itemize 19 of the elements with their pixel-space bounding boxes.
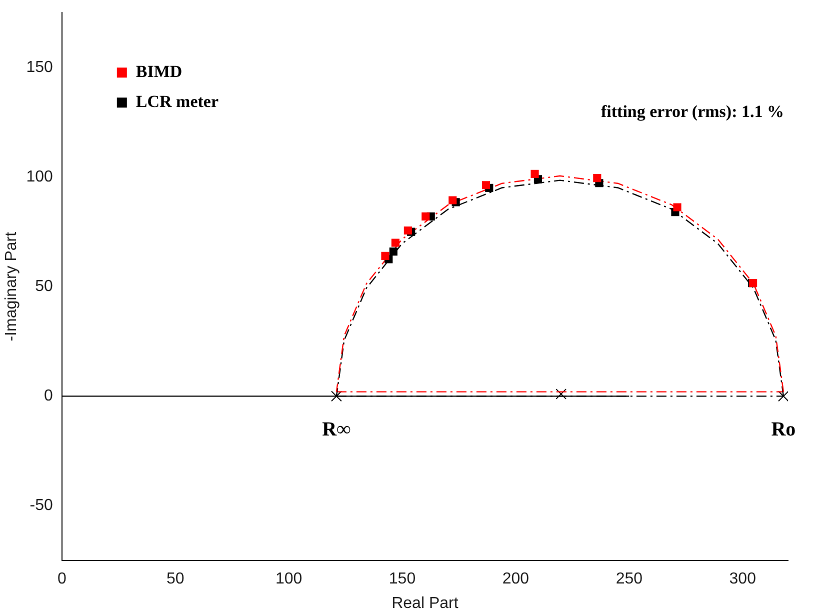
legend-label: BIMD <box>136 62 182 81</box>
annotation: Ro <box>771 418 796 440</box>
x-axis-title: Real Part <box>392 594 459 612</box>
annotation: R∞ <box>322 418 351 440</box>
annotation: fitting error (rms): 1.1 % <box>600 102 784 121</box>
y-tick-label: -50 <box>30 497 53 514</box>
x-tick-label: 300 <box>729 570 756 588</box>
x-tick-label: 100 <box>275 570 302 588</box>
y-tick-label: 50 <box>35 278 53 296</box>
x-tick-label: 150 <box>388 570 416 588</box>
legend-label: LCR meter <box>136 92 219 111</box>
y-tick-label: 0 <box>44 388 53 405</box>
x-tick-label: 0 <box>57 570 66 588</box>
y-axis-title: -Imaginary Part <box>3 231 20 342</box>
x-tick-label: 200 <box>502 570 530 588</box>
x-tick-label: 250 <box>616 570 643 588</box>
x-tick-label: 50 <box>166 570 184 588</box>
y-tick-label: 100 <box>26 168 53 186</box>
y-tick-label: 150 <box>26 58 53 76</box>
